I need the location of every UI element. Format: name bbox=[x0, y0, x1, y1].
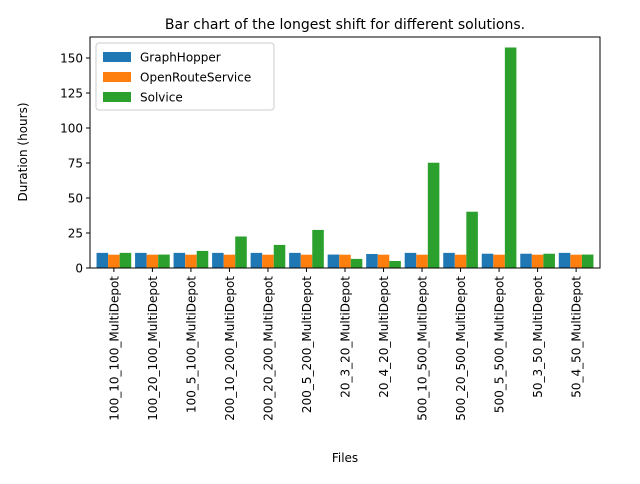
bar-openrouteservice-8 bbox=[416, 254, 428, 268]
bar-openrouteservice-5 bbox=[300, 254, 313, 268]
y-tick-label: 125 bbox=[60, 87, 83, 101]
y-tick-label: 100 bbox=[60, 122, 83, 136]
x-tick-label: 100_20_100_MultiDepot bbox=[146, 276, 160, 421]
x-tick-label: 100_10_100_MultiDepot bbox=[107, 276, 121, 421]
bar-solvice-11 bbox=[543, 253, 555, 268]
x-tick-label: 20_3_20_MultiDepot bbox=[339, 276, 353, 398]
x-axis-label: Files bbox=[332, 451, 358, 465]
bar-solvice-8 bbox=[427, 162, 440, 268]
bar-graphhopper-5 bbox=[289, 252, 301, 268]
bar-graphhopper-12 bbox=[558, 252, 571, 268]
bar-graphhopper-7 bbox=[366, 254, 378, 268]
bar-graphhopper-3 bbox=[212, 252, 224, 268]
bar-solvice-7 bbox=[389, 261, 401, 268]
y-tick-label: 25 bbox=[68, 227, 83, 241]
bar-graphhopper-8 bbox=[404, 252, 417, 268]
y-tick-label: 0 bbox=[75, 262, 83, 276]
bar-openrouteservice-7 bbox=[377, 254, 390, 268]
bar-solvice-4 bbox=[273, 244, 286, 268]
bar-openrouteservice-0 bbox=[108, 254, 120, 268]
bar-openrouteservice-2 bbox=[185, 254, 197, 268]
x-tick-label: 200_20_200_MultiDepot bbox=[261, 276, 275, 421]
bar-solvice-12 bbox=[581, 254, 594, 268]
x-tick-label: 100_5_100_MultiDepot bbox=[184, 276, 198, 413]
bar-openrouteservice-6 bbox=[339, 254, 351, 268]
legend-swatch-solvice bbox=[103, 92, 131, 102]
bar-graphhopper-10 bbox=[481, 253, 494, 268]
bar-openrouteservice-9 bbox=[454, 254, 467, 268]
bar-openrouteservice-12 bbox=[570, 254, 582, 268]
x-tick-label: 200_10_200_MultiDepot bbox=[223, 276, 237, 421]
legend-label-solvice: Solvice bbox=[140, 91, 183, 105]
legend-label-graphhopper: GraphHopper bbox=[140, 51, 221, 65]
y-axis: 0 25 50 75 100 125 150 bbox=[60, 52, 90, 276]
bar-openrouteservice-4 bbox=[262, 254, 274, 268]
legend-swatch-graphhopper bbox=[103, 52, 131, 62]
x-tick-label: 500_10_500_MultiDepot bbox=[416, 276, 430, 421]
x-tick-label: 500_20_500_MultiDepot bbox=[454, 276, 468, 421]
chart-title: Bar chart of the longest shift for diffe… bbox=[165, 17, 525, 33]
bar-openrouteservice-3 bbox=[223, 254, 236, 268]
x-tick-label: 500_5_500_MultiDepot bbox=[493, 276, 507, 413]
bar-solvice-0 bbox=[119, 252, 132, 268]
bar-graphhopper-6 bbox=[327, 254, 340, 268]
bar-openrouteservice-10 bbox=[493, 254, 505, 268]
x-axis: 100_10_100_MultiDepot 100_20_100_MultiDep… bbox=[107, 268, 584, 421]
bar-solvice-9 bbox=[466, 211, 478, 268]
x-tick-label: 50_4_50_MultiDepot bbox=[570, 276, 584, 398]
bar-openrouteservice-11 bbox=[531, 254, 544, 268]
x-tick-label: 20_4_20_MultiDepot bbox=[377, 276, 391, 398]
bar-solvice-5 bbox=[312, 229, 324, 268]
bar-solvice-6 bbox=[350, 258, 363, 268]
bars-layer bbox=[96, 47, 594, 268]
bar-solvice-3 bbox=[235, 236, 247, 268]
legend: GraphHopper OpenRouteService Solvice bbox=[95, 42, 275, 111]
plot-frame bbox=[89, 36, 601, 269]
bar-solvice-10 bbox=[504, 47, 517, 268]
x-tick-label: 50_3_50_MultiDepot bbox=[531, 276, 545, 398]
y-tick-label: 75 bbox=[68, 157, 83, 171]
bar-graphhopper-1 bbox=[135, 252, 147, 268]
bar-solvice-1 bbox=[158, 254, 170, 268]
legend-swatch-openrouteservice bbox=[103, 72, 131, 82]
bar-graphhopper-9 bbox=[443, 252, 455, 268]
legend-box bbox=[95, 42, 275, 111]
bar-graphhopper-4 bbox=[250, 252, 263, 268]
bar-graphhopper-11 bbox=[520, 253, 532, 268]
bar-graphhopper-2 bbox=[173, 252, 186, 268]
bar-solvice-2 bbox=[196, 250, 209, 268]
bar-openrouteservice-1 bbox=[146, 254, 159, 268]
legend-label-openrouteservice: OpenRouteService bbox=[140, 71, 251, 85]
x-tick-label: 200_5_200_MultiDepot bbox=[300, 276, 314, 413]
bar-graphhopper-0 bbox=[96, 252, 109, 268]
y-tick-label: 50 bbox=[68, 192, 83, 206]
y-axis-label: Duration (hours) bbox=[16, 102, 30, 201]
y-tick-label: 150 bbox=[60, 52, 83, 66]
